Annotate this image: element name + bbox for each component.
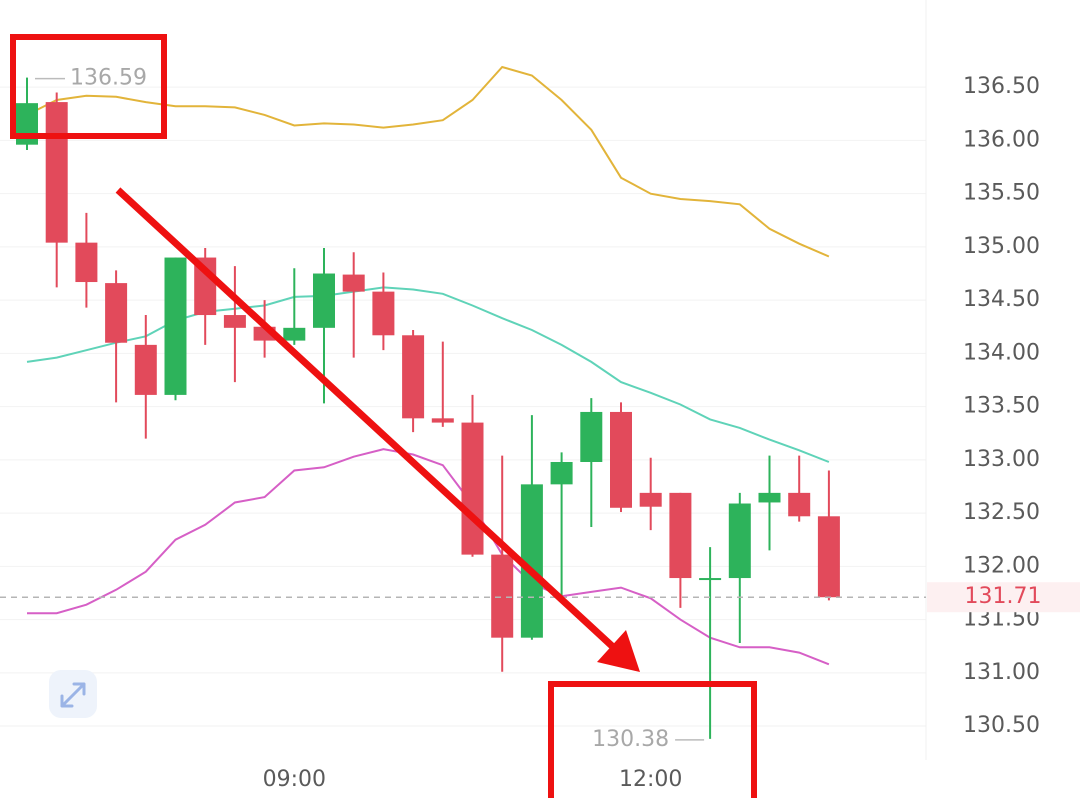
y-tick-label: 136.50: [963, 74, 1040, 99]
candle-body: [431, 418, 454, 423]
last-price-label: 131.71: [965, 584, 1042, 609]
y-tick-label: 132.50: [963, 500, 1040, 525]
y-tick-label: 134.00: [963, 340, 1040, 365]
labels: 130.50131.00131.50132.00132.50133.00133.…: [0, 66, 1080, 792]
x-tick-label: 12:00: [619, 767, 682, 792]
candles: [16, 77, 840, 739]
candle-body: [372, 291, 395, 336]
y-tick-label: 130.50: [963, 713, 1040, 738]
arrow-line: [115, 187, 615, 649]
candle-body: [550, 461, 573, 485]
arrow-head: [597, 630, 640, 672]
y-tick-label: 135.00: [963, 234, 1040, 259]
y-tick-label: 133.00: [963, 447, 1040, 472]
candle-body: [491, 554, 514, 638]
last-price-box: [927, 582, 1080, 613]
candle-body: [164, 257, 187, 395]
highlight-box: [10, 34, 167, 139]
band-line: [26, 286, 830, 463]
candle-body: [817, 516, 840, 598]
candle-body: [699, 578, 722, 581]
candle-body: [669, 492, 692, 579]
band-line: [26, 65, 830, 258]
grid: [0, 86, 926, 727]
band-line: [27, 448, 830, 666]
candle-body: [788, 492, 811, 517]
candle-body: [461, 422, 484, 555]
y-tick-label: 135.50: [963, 181, 1040, 206]
y-tick-label: 133.50: [963, 394, 1040, 419]
max-label: 136.59: [70, 66, 147, 91]
candle-body: [283, 327, 306, 341]
candle-body: [520, 484, 543, 638]
candle-body: [639, 492, 662, 507]
expand-icon[interactable]: [49, 670, 97, 718]
candle-body: [105, 283, 128, 343]
highlight-box: [548, 681, 757, 798]
candle-body: [313, 273, 335, 328]
candle-body: [45, 102, 68, 243]
candle-body: [402, 335, 425, 419]
y-tick-label: 131.00: [963, 660, 1040, 685]
min-label: 130.38: [592, 727, 669, 752]
candle-body: [342, 274, 365, 292]
candle-body: [610, 411, 632, 508]
y-tick-label: 134.50: [963, 287, 1040, 312]
candle-body: [758, 492, 781, 503]
candle-body: [134, 344, 157, 395]
y-tick-label: 136.00: [963, 127, 1040, 152]
candle-body: [728, 503, 751, 579]
x-tick-label: 09:00: [263, 767, 326, 792]
bands: [26, 65, 830, 666]
candle-body: [223, 315, 246, 328]
candle-body: [75, 242, 98, 283]
candle-body: [580, 411, 603, 462]
y-tick-label: 132.00: [963, 553, 1040, 578]
